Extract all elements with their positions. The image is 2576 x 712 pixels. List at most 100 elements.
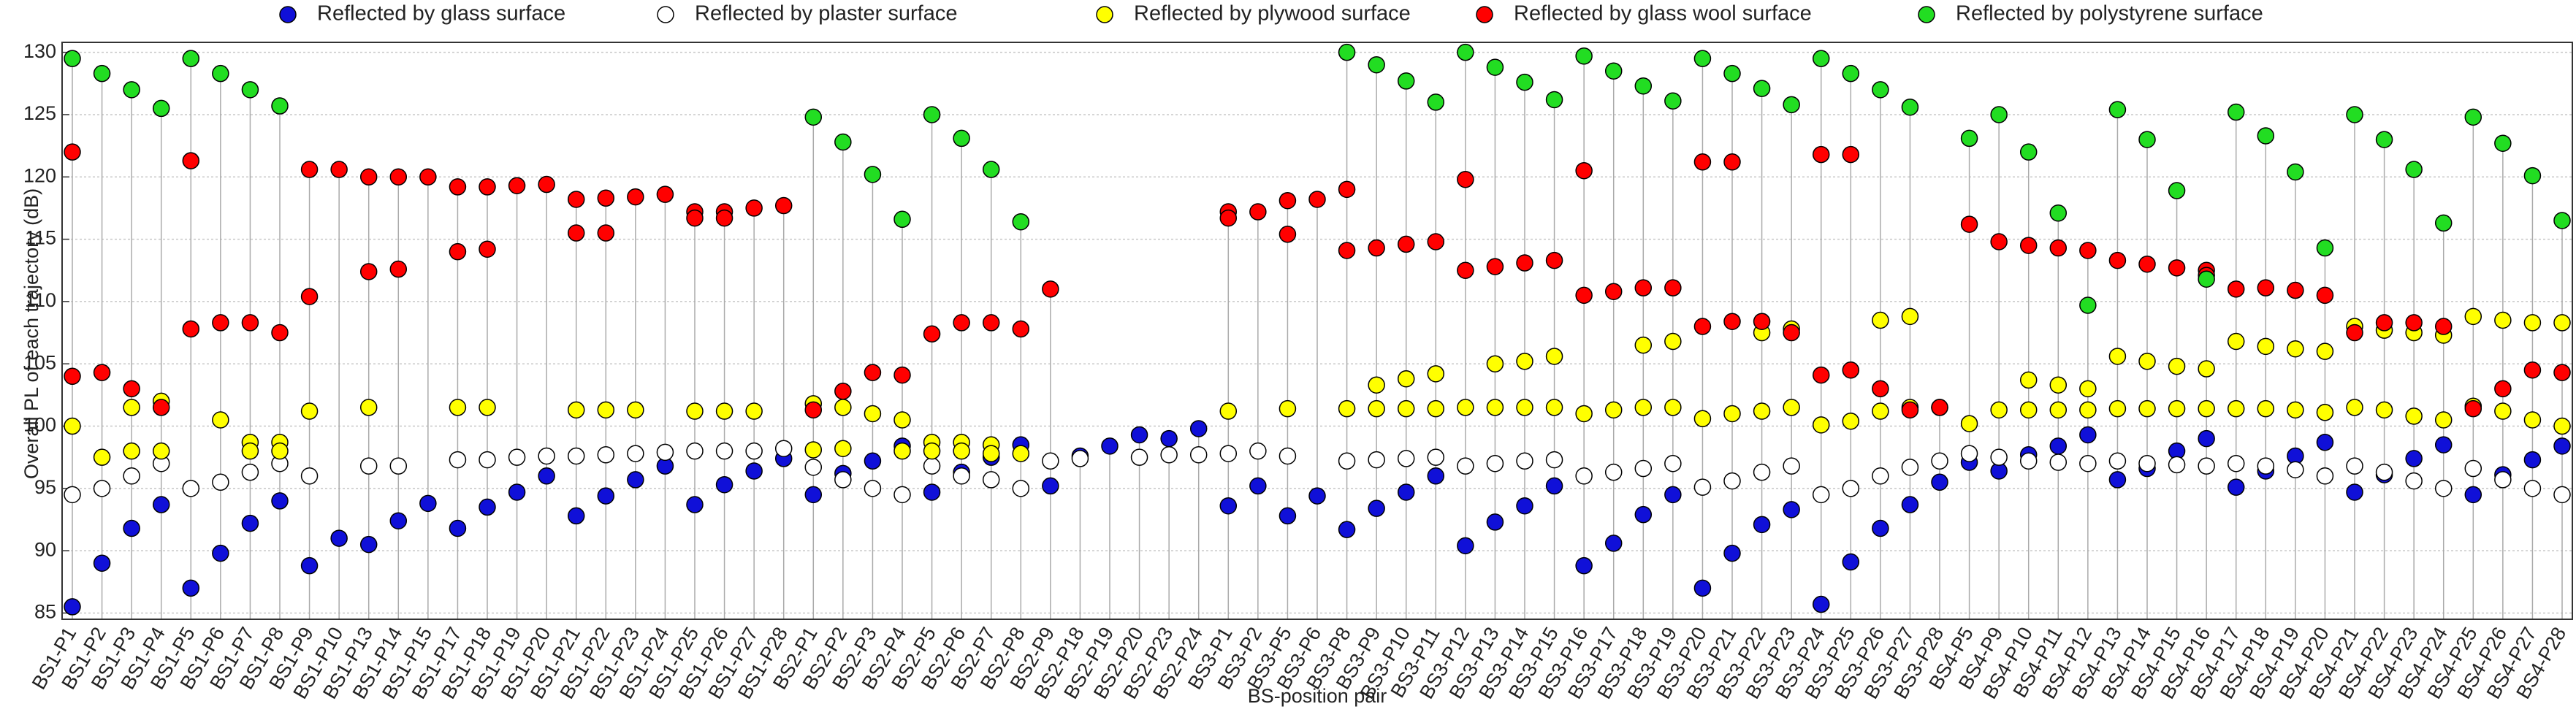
marker — [241, 463, 259, 481]
marker — [1101, 437, 1119, 455]
marker — [893, 486, 911, 504]
marker — [656, 443, 674, 462]
marker — [982, 471, 1000, 489]
marker — [1634, 77, 1653, 95]
legend-label: Reflected by plywood surface — [1134, 2, 1411, 26]
marker — [2079, 296, 2097, 314]
marker — [538, 467, 555, 485]
marker — [1634, 279, 1653, 296]
legend-item: Reflected by polystyrene surface — [1918, 2, 2263, 26]
marker — [389, 168, 408, 186]
marker — [359, 535, 378, 554]
marker — [2316, 342, 2334, 360]
marker — [893, 366, 911, 384]
marker — [359, 457, 378, 475]
marker — [686, 496, 704, 513]
marker — [1960, 415, 1978, 432]
marker — [893, 411, 911, 429]
marker — [2049, 204, 2068, 222]
marker — [1486, 355, 1504, 372]
legend-item: Reflected by glass surface — [279, 2, 565, 26]
marker — [1516, 497, 1533, 515]
marker — [2049, 453, 2068, 471]
marker — [2198, 457, 2215, 475]
marker — [212, 314, 229, 332]
marker — [2316, 467, 2334, 485]
marker — [2168, 357, 2186, 375]
marker — [1634, 505, 1653, 524]
marker — [2464, 486, 2482, 504]
marker — [449, 451, 467, 469]
marker — [2464, 399, 2482, 418]
marker — [1901, 98, 1919, 116]
marker — [2375, 401, 2393, 419]
marker — [1397, 235, 1415, 253]
marker — [212, 411, 229, 429]
marker — [1723, 313, 1741, 330]
marker — [2553, 486, 2571, 504]
marker — [1872, 311, 1889, 329]
marker — [1397, 483, 1415, 501]
marker — [2375, 131, 2393, 148]
legend-marker — [657, 6, 674, 23]
marker — [1042, 452, 1059, 470]
marker — [2316, 286, 2334, 305]
marker — [1219, 497, 1238, 515]
marker — [567, 447, 585, 465]
marker — [627, 401, 644, 419]
marker — [152, 442, 170, 460]
marker — [1545, 399, 1563, 416]
marker — [745, 442, 763, 460]
marker — [241, 442, 259, 460]
marker — [152, 99, 170, 118]
marker — [1604, 535, 1623, 552]
marker — [2079, 380, 2097, 398]
marker — [1604, 283, 1623, 301]
marker — [2434, 214, 2453, 232]
marker — [241, 81, 259, 99]
marker — [1753, 313, 1771, 330]
marker — [774, 196, 793, 215]
marker — [479, 498, 496, 516]
marker — [1368, 239, 1385, 257]
marker — [419, 494, 437, 513]
marker — [953, 442, 970, 460]
y-tick-label: 85 — [34, 601, 56, 623]
marker — [1545, 451, 1563, 469]
legend-marker — [1918, 6, 1935, 23]
marker — [597, 487, 615, 505]
marker — [1279, 191, 1297, 210]
marker — [567, 224, 585, 242]
marker — [715, 475, 733, 494]
marker — [123, 399, 140, 416]
marker — [686, 402, 704, 420]
marker — [1368, 376, 1385, 394]
marker — [2079, 454, 2097, 472]
marker — [1812, 50, 1830, 67]
marker — [1397, 370, 1415, 388]
marker — [2287, 281, 2304, 299]
marker — [923, 106, 941, 123]
marker — [1842, 64, 1860, 83]
marker — [1427, 233, 1445, 250]
marker — [538, 447, 555, 465]
marker — [2523, 411, 2542, 429]
marker — [1872, 467, 1889, 485]
marker — [834, 471, 852, 489]
marker — [64, 367, 81, 386]
marker — [2108, 452, 2127, 470]
marker — [1575, 161, 1593, 180]
marker — [834, 133, 852, 151]
marker — [893, 210, 911, 229]
marker — [182, 50, 200, 67]
marker — [1693, 50, 1712, 67]
marker — [1516, 353, 1533, 370]
marker — [182, 320, 200, 338]
marker — [300, 402, 319, 420]
marker — [449, 178, 467, 196]
marker — [2346, 483, 2363, 501]
marker — [1071, 450, 1089, 467]
marker — [982, 445, 1000, 462]
marker — [1486, 258, 1504, 275]
